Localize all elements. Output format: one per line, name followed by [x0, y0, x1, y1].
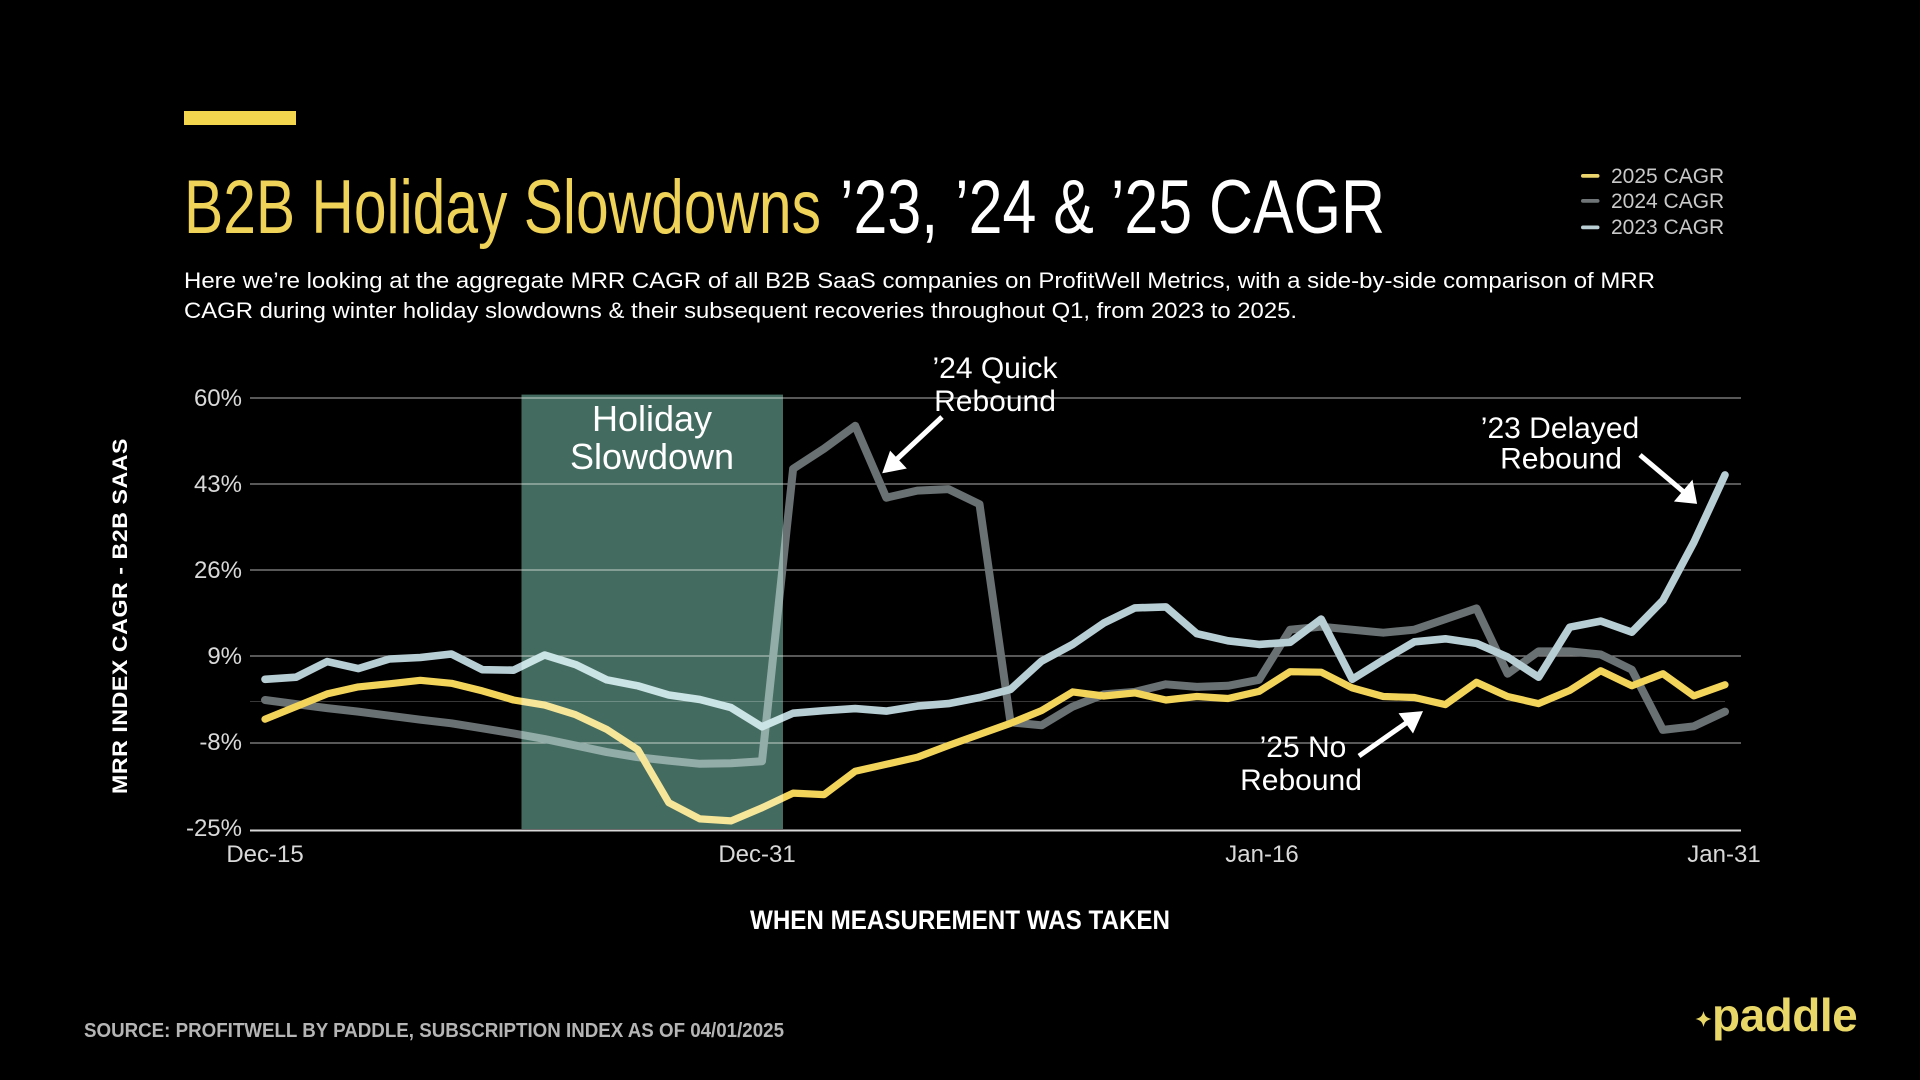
svg-text:Dec-31: Dec-31	[718, 841, 795, 868]
svg-text:paddle: paddle	[1712, 989, 1857, 1041]
svg-text:’23, ’24 & ’25 CAGR: ’23, ’24 & ’25 CAGR	[840, 165, 1385, 250]
svg-text:’24 Quick: ’24 Quick	[932, 352, 1058, 385]
svg-text:B2B Holiday Slowdowns: B2B Holiday Slowdowns	[184, 165, 821, 250]
svg-text:Here we’re looking at the aggr: Here we’re looking at the aggregate MRR …	[184, 268, 1655, 293]
svg-text:Rebound: Rebound	[1240, 764, 1362, 797]
svg-text:Dec-15: Dec-15	[226, 841, 303, 868]
svg-text:Holiday: Holiday	[592, 398, 712, 439]
svg-text:Rebound: Rebound	[934, 385, 1056, 418]
svg-text:26%: 26%	[194, 557, 242, 584]
svg-text:Slowdown: Slowdown	[570, 436, 734, 477]
svg-text:-25%: -25%	[186, 815, 242, 842]
svg-text:Jan-16: Jan-16	[1225, 841, 1298, 868]
svg-text:CAGR during winter holiday slo: CAGR during winter holiday slowdowns & t…	[184, 298, 1297, 323]
svg-text:SOURCE: PROFITWELL BY PADDLE,: SOURCE: PROFITWELL BY PADDLE, SUBSCRIPTI…	[84, 1020, 784, 1042]
svg-text:9%: 9%	[207, 643, 242, 670]
svg-text:MRR INDEX CAGR - B2B SAAS: MRR INDEX CAGR - B2B SAAS	[109, 438, 132, 794]
svg-text:2023 CAGR: 2023 CAGR	[1611, 216, 1724, 239]
svg-text:Jan-31: Jan-31	[1687, 841, 1760, 868]
svg-text:’25 No: ’25 No	[1260, 731, 1347, 764]
svg-text:2025 CAGR: 2025 CAGR	[1611, 165, 1724, 188]
svg-text:60%: 60%	[194, 385, 242, 412]
svg-text:-8%: -8%	[199, 729, 242, 756]
svg-text:’23 Delayed: ’23 Delayed	[1481, 412, 1639, 445]
svg-text:2024 CAGR: 2024 CAGR	[1611, 190, 1724, 213]
svg-text:Rebound: Rebound	[1500, 443, 1622, 476]
svg-text:43%: 43%	[194, 471, 242, 498]
svg-text:WHEN MEASUREMENT WAS TAKEN: WHEN MEASUREMENT WAS TAKEN	[750, 905, 1170, 935]
